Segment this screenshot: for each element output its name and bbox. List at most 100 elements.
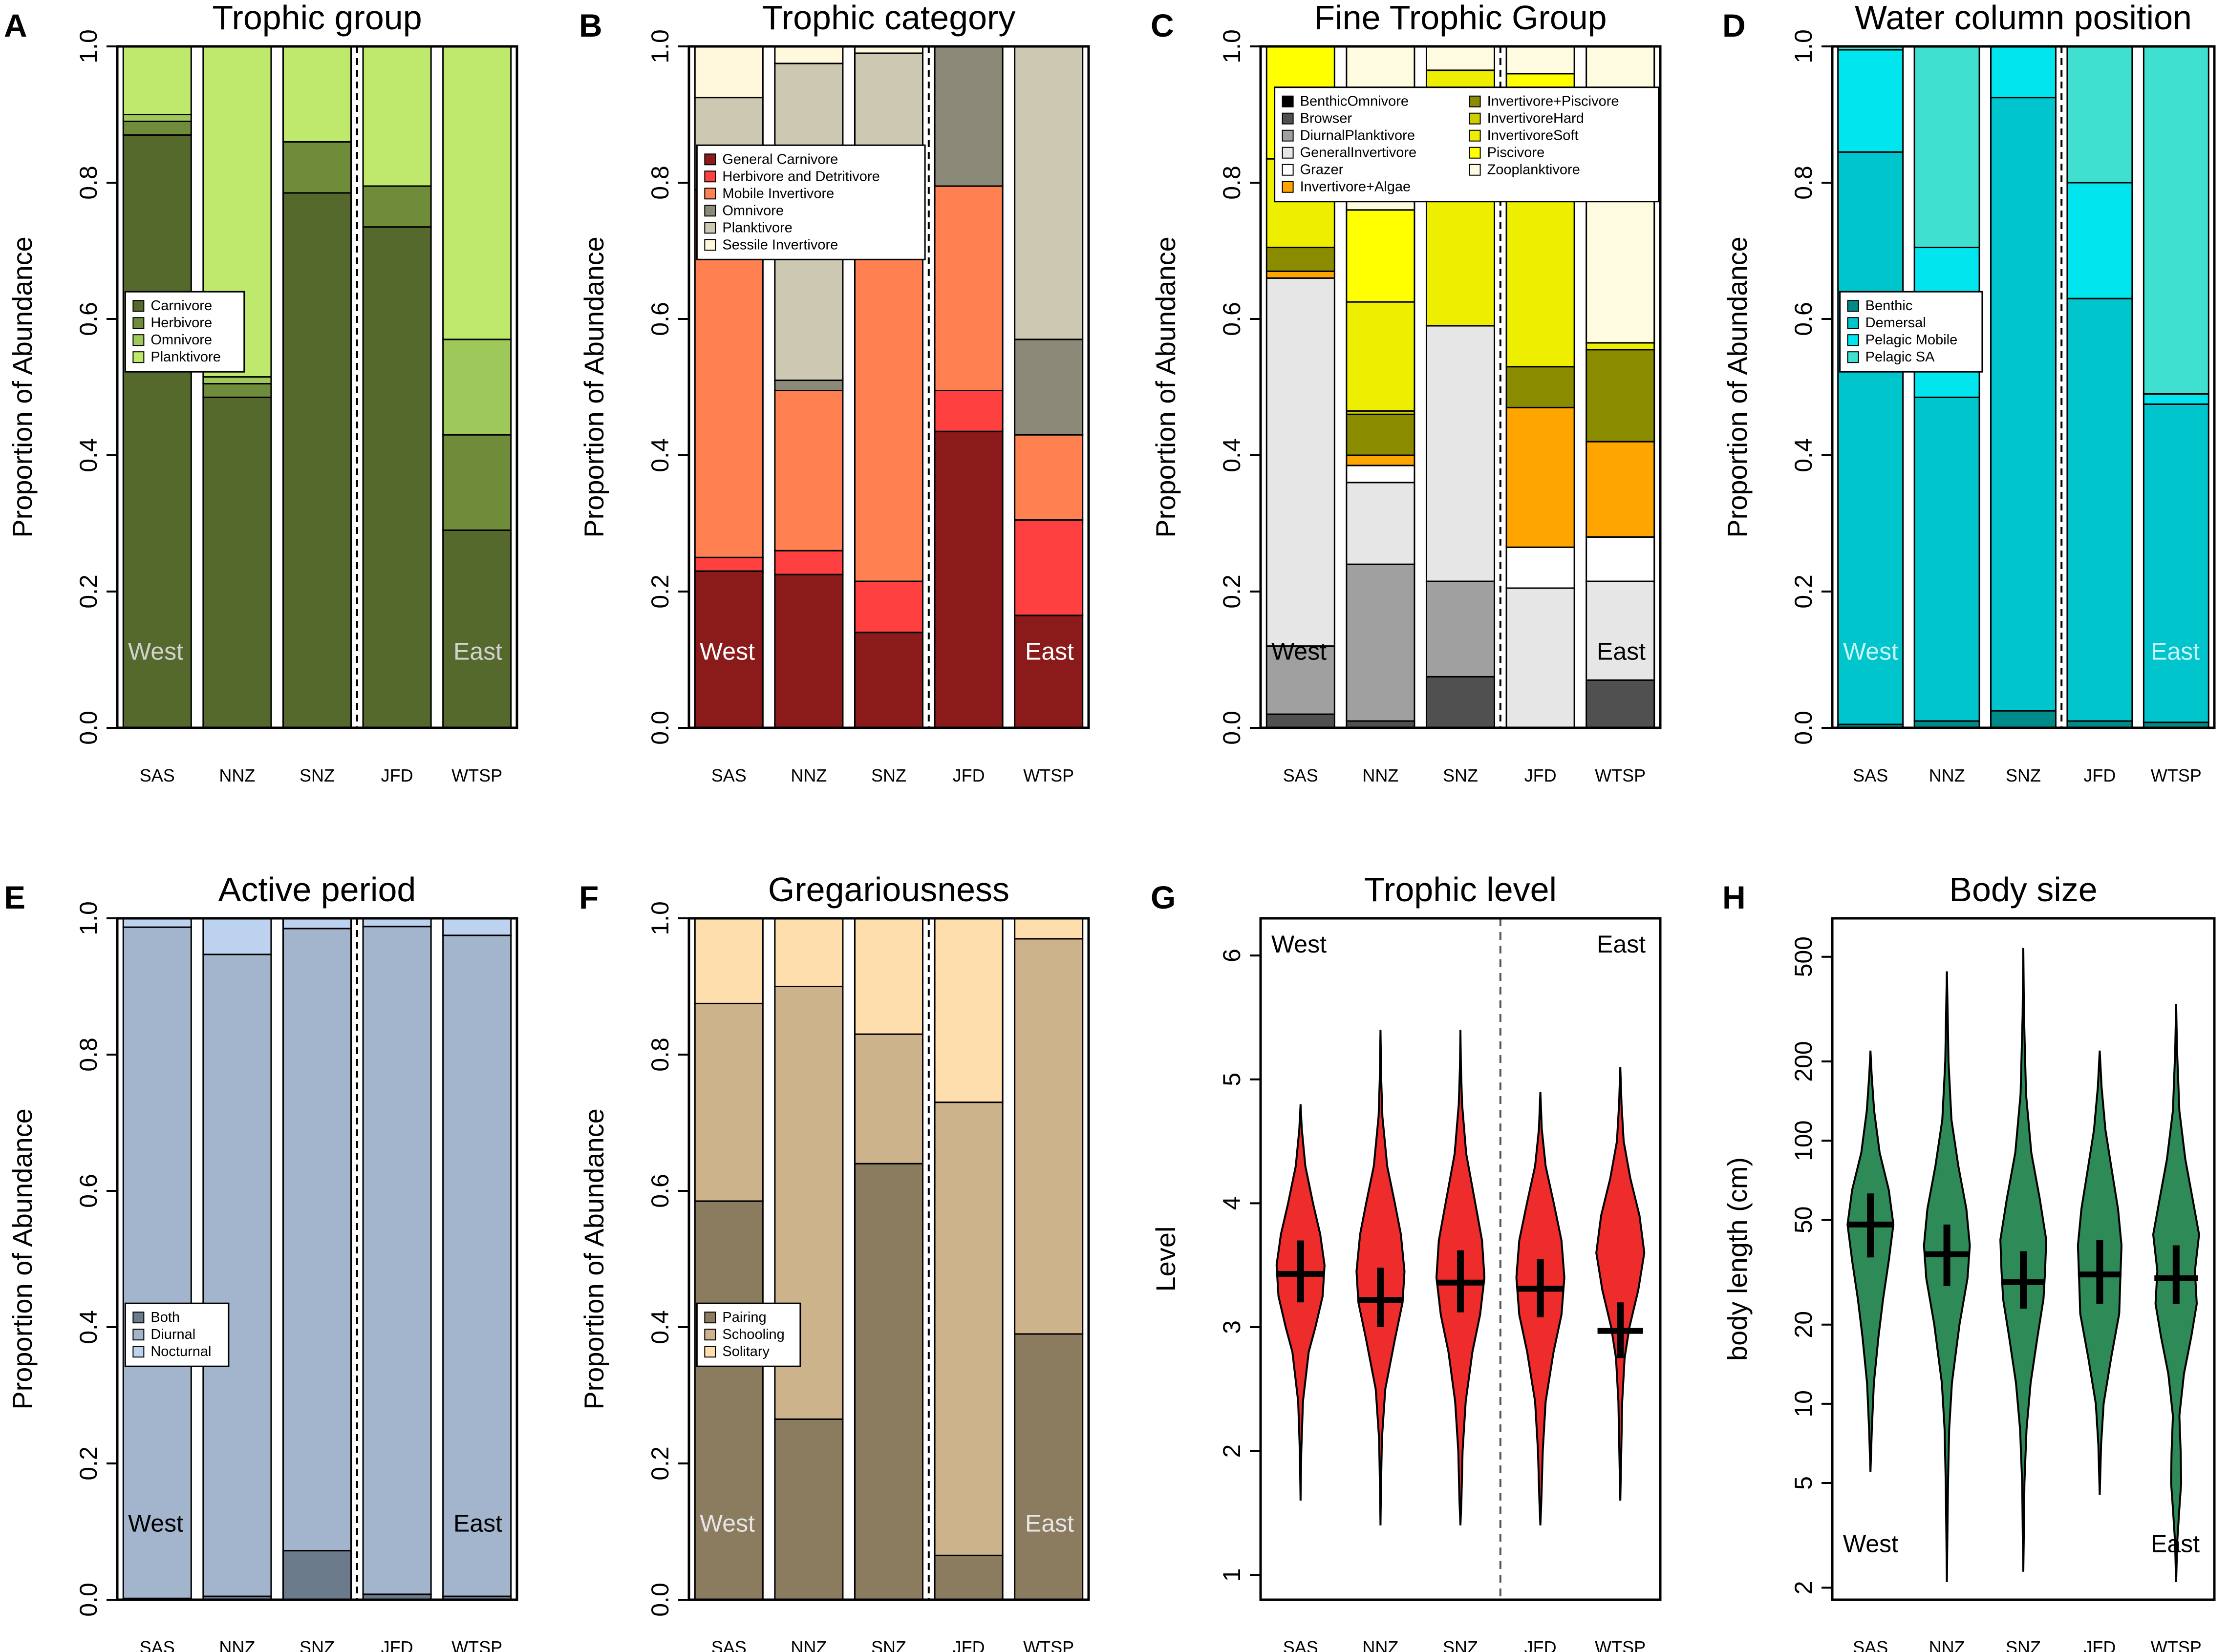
legend-swatch [704,1312,716,1324]
legend-entry: Grazer [1300,162,1344,178]
legend: BenthicOmnivore BrowserDiurnalPlanktivore… [1274,86,1660,203]
y-axis-label: Proportion of Abundance [7,236,38,537]
plot-frame [687,917,1090,1601]
y-tick-label: 0.6 [75,302,102,336]
legend-entry: Omnivore [150,332,212,348]
y-tick-label: 2 [1218,1444,1245,1458]
x-tick-label: WTSP [1023,1637,1074,1652]
bar-segment [1014,519,1084,616]
y-tick-label: 0.4 [75,1310,102,1344]
bar-segment [1505,546,1575,589]
bar-segment [282,141,352,194]
bar-segment [122,120,192,136]
x-tick-label: SAS [711,765,747,785]
bar-segment [1990,45,2057,99]
bar-segment [122,114,192,122]
region-label-east: East [2151,1530,2200,1557]
legend-entry: Diurnal [150,1327,195,1342]
bar-segment [2143,45,2209,395]
y-axis-label: Level [1150,1227,1181,1292]
bar-segment [362,926,432,1595]
x-tick-label: JFD [953,765,985,785]
bar-segment [362,917,432,928]
bar-segment [1014,1333,1084,1601]
legend-entry: Sessile Invertivore [722,237,838,253]
legend-entry: InvertivoreSoft [1487,128,1579,144]
legend-swatch [132,334,145,346]
bar-segment [1346,465,1415,484]
x-tick-label: NNZ [1929,1637,1965,1652]
bar-segment [1425,580,1496,678]
bar-segment [2143,393,2209,405]
x-tick-label: WTSP [1023,765,1074,785]
y-axis-label: Proportion of Abundance [7,1108,38,1409]
bar-segment [934,430,1004,729]
legend-entry: Browser [1300,111,1352,127]
x-tick-label: SNZ [300,1637,335,1652]
legend-swatch [1282,147,1294,159]
legend-swatch [704,222,716,234]
legend-entry: BenthicOmnivore [1300,94,1409,109]
legend-swatch [1469,129,1481,142]
legend-swatch [132,1312,145,1324]
bar-segment [202,953,272,1597]
x-tick-label: JFD [1524,1637,1557,1652]
y-tick-label: 1.0 [1218,29,1245,64]
bar-segment [442,934,512,1597]
bar-segment [362,45,432,187]
panel-letter: F [579,879,599,915]
legend-entry: Planktivore [150,349,220,365]
legend-box [1839,291,1983,373]
x-tick-label: WTSP [1595,765,1646,785]
x-tick-label: SAS [1853,765,1888,785]
legend-entry: Omnivore [722,203,784,218]
legend-box [1274,86,1660,203]
y-tick-label: 0.6 [75,1174,102,1208]
bar-segment [1505,45,1575,75]
y-tick-label: 0.6 [646,302,674,336]
bar-segment [122,926,192,1599]
bar-segment [2143,403,2209,723]
x-tick-label: NNZ [1929,765,1965,785]
bar-segment [362,226,432,729]
bar-segment [282,1550,352,1601]
bar-segment [1505,587,1575,729]
region-label-west: West [700,638,755,665]
bar-segment [442,917,512,936]
bar-segment [2066,182,2133,299]
x-tick-label: NNZ [219,1637,255,1652]
violin-shape [1275,1104,1326,1501]
legend-swatch [1282,181,1294,193]
legend-entry: Both [150,1310,180,1325]
y-tick-label: 50 [1790,1207,1817,1234]
y-tick-label: 0.8 [1218,166,1245,200]
x-tick-label: SNZ [871,1637,906,1652]
legend-entry: Solitary [722,1344,770,1359]
bar-segment [202,917,272,955]
legend-entry: Mobile Invertivore [722,186,834,201]
bar-segment [1990,710,2057,729]
bar-segment [934,1554,1004,1601]
bar-segment [282,917,352,930]
x-tick-label: WTSP [2151,765,2202,785]
x-tick-label: SAS [711,1637,747,1652]
region-label-west: West [1843,1530,1898,1557]
bar-segment [202,376,272,385]
legend-entry: Benthic [1865,298,1913,314]
bar-segment [1346,482,1415,565]
bar-segment [1586,342,1655,351]
legend-entry: Piscivore [1487,145,1545,161]
bar-segment [934,45,1004,187]
x-tick-label: SAS [1853,1637,1888,1652]
x-tick-label: SAS [140,765,175,785]
y-tick-label: 0.0 [1218,711,1245,745]
legend-entry: Herbivore [150,315,212,331]
bar-segment [1586,349,1655,443]
x-tick-label: SNZ [1443,1637,1478,1652]
bar-segment [1505,406,1575,548]
legend-entry: Zooplanktivore [1487,162,1580,178]
y-tick-label: 5 [1790,1476,1817,1490]
legend-entry: Herbivore and Detritivore [722,169,879,184]
y-tick-label: 2 [1790,1581,1817,1594]
bar-segment [1265,270,1335,279]
